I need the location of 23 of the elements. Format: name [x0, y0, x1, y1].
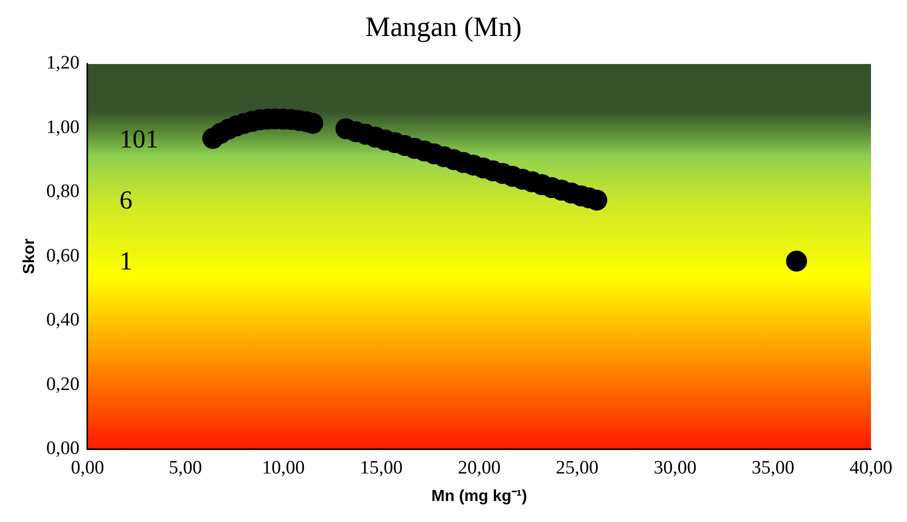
y-tick-label: 1,20 [46, 52, 80, 74]
y-tick-label: 0,20 [46, 374, 80, 395]
x-tick-label: 40,00 [850, 457, 892, 478]
x-tick-label: 30,00 [654, 457, 696, 478]
y-tick-label: 0,00 [46, 438, 80, 459]
x-tick-label: 0,00 [70, 457, 104, 478]
x-axis-title: Mn (mg kg⁻¹) [431, 488, 528, 505]
y-tick-label: 1,00 [46, 116, 80, 138]
x-tick-label: 15,00 [360, 457, 403, 478]
y-tick-label: 0,60 [46, 245, 80, 266]
annotation: 1 [119, 246, 132, 276]
annotation: 101 [119, 124, 158, 154]
chart-title: Mangan (Mn) [365, 12, 522, 44]
x-tick-label: 25,00 [556, 457, 599, 478]
x-tick-label: 20,00 [458, 457, 501, 478]
x-tick-label: 10,00 [262, 457, 305, 478]
y-axis-title: Skor [21, 238, 38, 274]
annotation: 6 [119, 185, 132, 214]
y-tick-label: 0,80 [46, 181, 80, 202]
x-tick-label: 5,00 [168, 457, 202, 478]
point [786, 250, 808, 272]
y-tick-label: 0,40 [46, 310, 80, 331]
x-tick-label: 35,00 [752, 457, 794, 478]
